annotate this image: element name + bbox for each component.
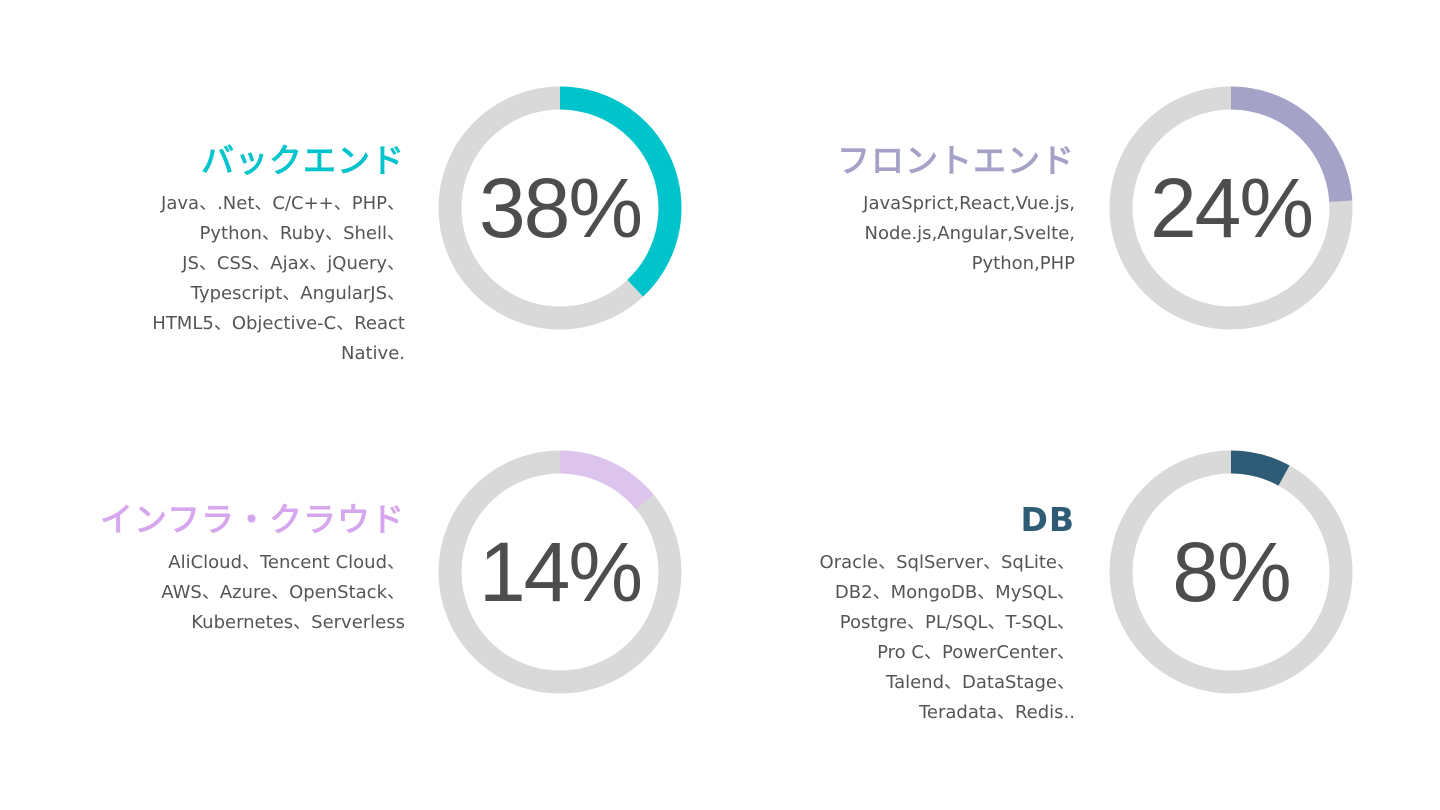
description-line: Native. [340,343,405,364]
donut-value-arc [438,86,682,330]
frontend-donut: 24% [1106,83,1356,333]
description-line: JavaSprict,React,Vue.js, [863,193,1075,214]
donut-value-arc [1109,450,1353,694]
description-line: Python、Ruby、Shell、 [199,223,406,244]
description-line: HTML5、Objective-C、React [152,313,405,334]
db-donut: 8% [1106,447,1356,697]
backend-title: バックエンド [201,141,405,180]
infra-cloud-lines: AliCloud、Tencent Cloud、 AWS、Azure、OpenSta… [5,548,405,638]
description-line: AliCloud、Tencent Cloud、 [168,552,405,573]
donut-value-arc [438,450,682,694]
backend-lines: Java、.Net、C/C++、PHP、 Python、Ruby、Shell、 JS… [5,189,405,369]
description-line: Python,PHP [971,253,1075,274]
description-line: Postgre、PL/SQL、T-SQL、 [839,612,1075,633]
description-line: Node.js,Angular,Svelte, [864,223,1075,244]
db-percent: 8% [1172,524,1291,619]
backend-percent: 38% [478,160,643,255]
description-line: JS、CSS、Ajax、jQuery、 [182,253,405,274]
donut-value-arc [1109,86,1353,330]
description-line: DB2、MongoDB、MySQL、 [834,582,1075,603]
backend-donut: 38% [435,83,685,333]
frontend-title: フロントエンド [837,141,1075,180]
db-text: DB Oracle、SqlServer、SqLite、 DB2、MongoDB、M… [675,500,1075,728]
description-line: Talend、DataStage、 [886,672,1075,693]
description-line: Teradata、Redis.. [918,702,1075,723]
description-line: Kubernetes、Serverless [191,612,405,633]
description-line: Oracle、SqlServer、SqLite、 [819,552,1075,573]
infra-cloud-percent: 14% [478,524,643,619]
backend-text: バックエンド Java、.Net、C/C++、PHP、 Python、Ruby、S… [5,141,405,369]
infra-cloud-text: インフラ・クラウド AliCloud、Tencent Cloud、 AWS、Azu… [5,500,405,638]
frontend-lines: JavaSprict,React,Vue.js, Node.js,Angular,… [675,189,1075,279]
frontend-text: フロントエンド JavaSprict,React,Vue.js, Node.js,… [675,141,1075,279]
db-lines: Oracle、SqlServer、SqLite、 DB2、MongoDB、MySQ… [675,548,1075,728]
description-line: Pro C、PowerCenter、 [877,642,1075,663]
description-line: AWS、Azure、OpenStack、 [161,582,405,603]
description-line: Typescript、AngularJS、 [190,283,405,304]
db-title: DB [1020,500,1075,539]
infra-cloud-title: インフラ・クラウド [99,500,405,539]
description-line: Java、.Net、C/C++、PHP、 [161,193,405,214]
frontend-percent: 24% [1149,160,1314,255]
infra-cloud-donut: 14% [435,447,685,697]
